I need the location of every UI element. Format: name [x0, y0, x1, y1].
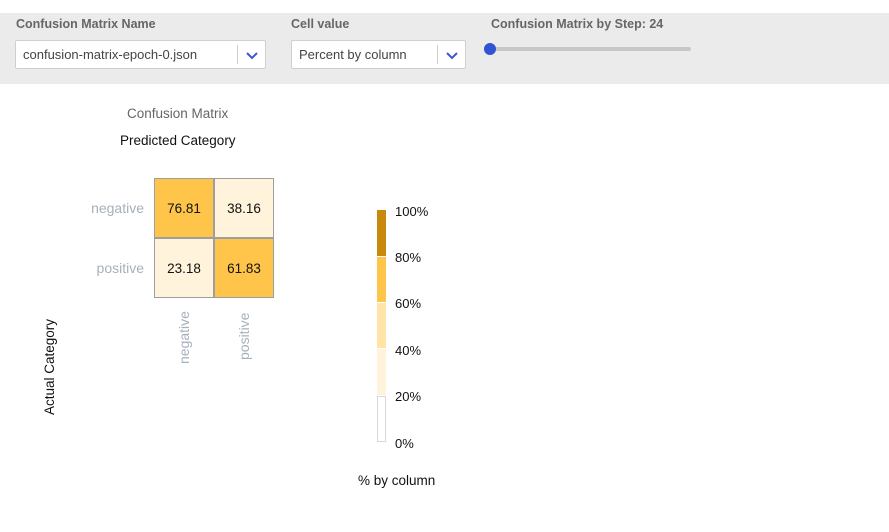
chart-title: Confusion Matrix	[127, 106, 229, 121]
matrix-cell: 38.16	[214, 178, 274, 238]
legend-title: % by column	[358, 473, 436, 488]
column-label: negative	[176, 311, 192, 364]
matrix-cell: 61.83	[214, 238, 274, 298]
legend-tick: 20%	[395, 389, 422, 404]
legend-tick: 100%	[395, 204, 429, 219]
step-slider-thumb[interactable]	[484, 43, 496, 55]
row-label: negative	[91, 200, 144, 216]
matrix-name-label: Confusion Matrix Name	[16, 17, 156, 31]
legend-tick: 60%	[395, 296, 422, 311]
controls-bar: Confusion Matrix Name confusion-matrix-e…	[0, 13, 889, 84]
step-label-text: Confusion Matrix by Step:	[491, 17, 646, 31]
select-divider	[437, 45, 438, 64]
cell-value-label: Cell value	[291, 17, 350, 31]
legend-tick: 0%	[395, 436, 414, 451]
matrix-name-value: confusion-matrix-epoch-0.json	[23, 47, 198, 62]
y-axis-title: Actual Category	[42, 318, 57, 415]
matrix-cell: 76.81	[154, 178, 214, 238]
matrix-name-select[interactable]: confusion-matrix-epoch-0.json	[15, 40, 266, 69]
step-value: 24	[649, 17, 664, 31]
legend-tick: 40%	[395, 343, 422, 358]
chevron-down-icon[interactable]	[443, 46, 461, 64]
column-label: positive	[236, 312, 252, 360]
step-slider-track[interactable]	[484, 43, 691, 55]
legend-tick: 80%	[395, 250, 422, 265]
chevron-down-icon[interactable]	[243, 46, 261, 64]
legend-segment	[377, 303, 386, 348]
legend-segment	[377, 396, 386, 442]
legend-segment	[377, 257, 386, 302]
step-label: Confusion Matrix by Step: 24	[491, 17, 663, 31]
matrix-cell: 23.18	[154, 238, 214, 298]
select-divider	[237, 45, 238, 64]
row-label: positive	[96, 260, 144, 276]
cell-value-value: Percent by column	[299, 47, 407, 62]
x-axis-title: Predicted Category	[120, 133, 236, 148]
legend-segment	[377, 349, 386, 395]
cell-value-select[interactable]: Percent by column	[291, 40, 466, 69]
legend-segment	[377, 210, 386, 256]
